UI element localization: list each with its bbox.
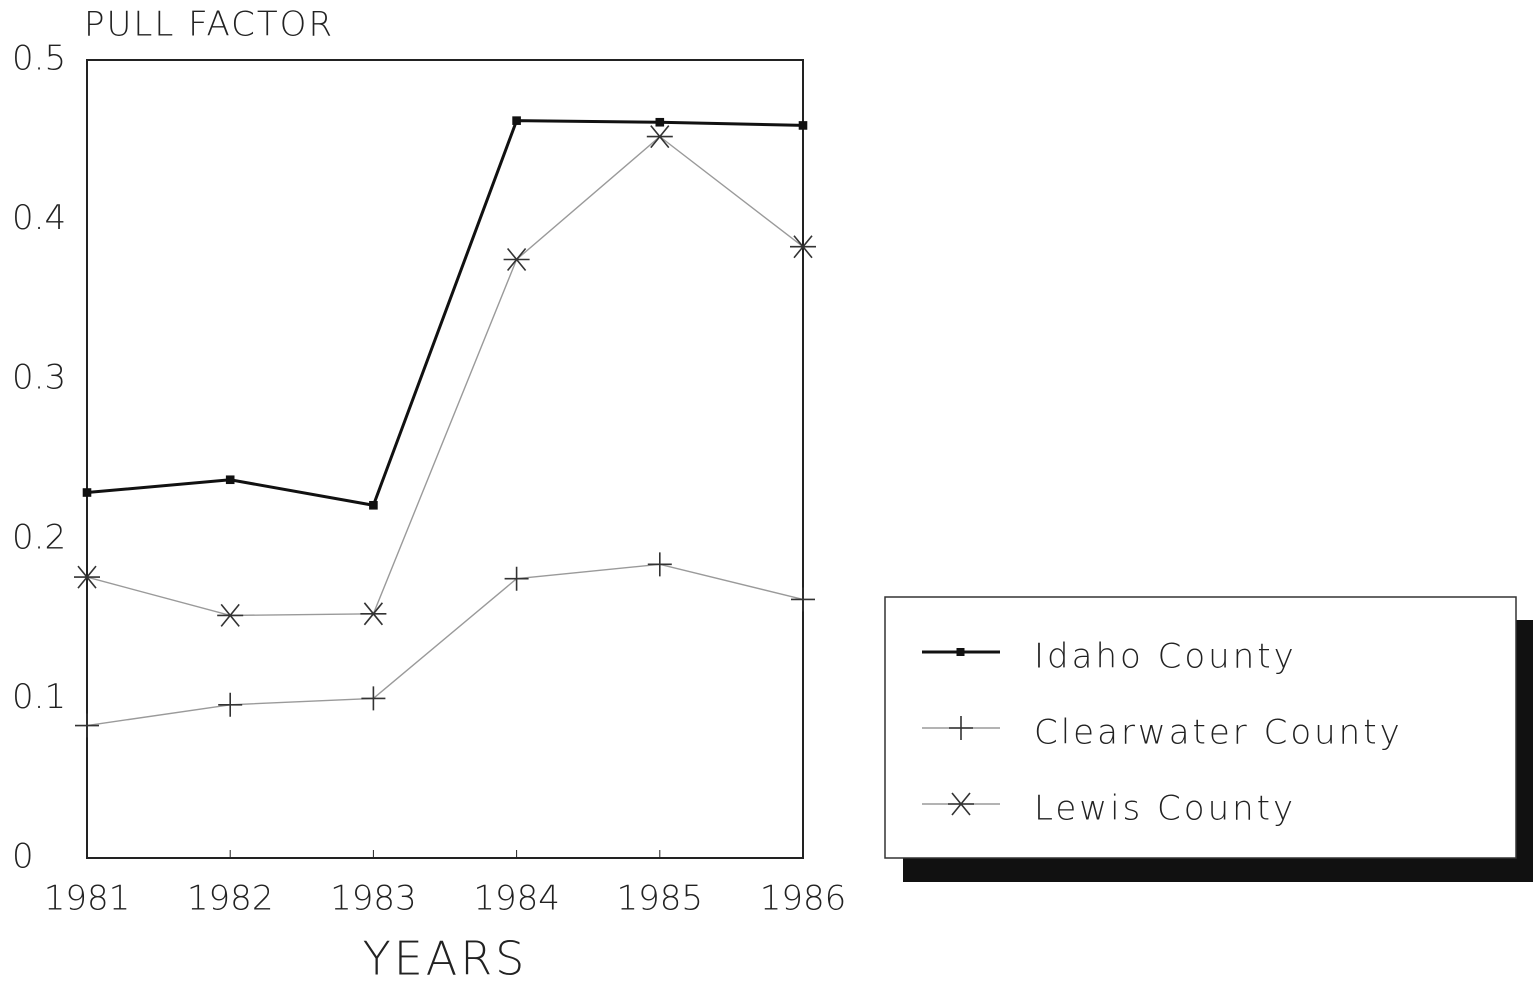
marker-square <box>512 116 521 125</box>
marker <box>646 125 673 149</box>
marker <box>361 686 386 711</box>
y-tick-label: 0.3 <box>12 358 66 398</box>
x-tick-label: 1981 <box>44 879 131 919</box>
legend-plus <box>949 716 973 740</box>
legend-marker <box>948 792 974 816</box>
x-tick-label: 1985 <box>617 879 704 919</box>
marker <box>75 713 99 738</box>
marker-asterisk <box>503 247 530 272</box>
marker-plus <box>218 692 243 717</box>
x-tick-label: 1983 <box>330 879 417 919</box>
series-line <box>86 563 804 727</box>
plot-frame <box>86 59 804 859</box>
y-tick-label: 0 <box>12 837 34 877</box>
marker <box>225 475 235 485</box>
marker <box>74 565 100 589</box>
series-line <box>86 135 804 617</box>
marker-plus <box>504 566 529 591</box>
marker-square <box>225 475 235 485</box>
marker-asterisk <box>360 602 387 626</box>
marker-square <box>82 488 92 497</box>
legend-square <box>956 648 965 656</box>
marker-square <box>655 117 665 127</box>
marker-asterisk <box>74 565 100 589</box>
marker <box>360 602 387 626</box>
x-tick-label: 1984 <box>473 879 560 919</box>
y-tick-label: 0.1 <box>12 677 66 717</box>
x-tick-label: 1982 <box>187 879 274 919</box>
marker-plus <box>647 552 672 577</box>
marker-asterisk <box>646 125 673 149</box>
marker-plus <box>75 713 99 738</box>
marker <box>798 121 808 130</box>
y-axis-label: PULL FACTOR <box>84 5 334 45</box>
marker <box>512 116 521 125</box>
marker-asterisk <box>790 235 816 259</box>
marker <box>790 235 816 259</box>
y-tick-label: 0.4 <box>12 198 66 238</box>
marker-asterisk <box>217 603 244 627</box>
legend-marker <box>949 716 973 740</box>
marker-plus <box>361 686 386 711</box>
marker <box>504 566 529 591</box>
marker <box>82 488 92 497</box>
marker <box>369 500 378 510</box>
marker-square <box>798 121 808 130</box>
marker <box>503 247 530 272</box>
x-tick-label: 1986 <box>760 879 847 919</box>
series-line <box>86 119 804 507</box>
marker <box>791 587 815 612</box>
legend-label: Lewis County <box>1034 789 1296 829</box>
marker <box>647 552 672 577</box>
legend-marker <box>956 648 965 656</box>
y-tick-label: 0.2 <box>12 517 66 557</box>
marker <box>218 692 243 717</box>
x-axis-label: YEARS <box>363 932 528 986</box>
y-tick-label: 0.5 <box>12 39 66 79</box>
legend-asterisk <box>948 792 974 816</box>
marker-square <box>369 500 378 510</box>
legend-label: Idaho County <box>1034 637 1297 677</box>
legend-label: Clearwater County <box>1034 713 1403 753</box>
marker <box>655 117 665 127</box>
marker-plus <box>791 587 815 612</box>
marker <box>217 603 244 627</box>
